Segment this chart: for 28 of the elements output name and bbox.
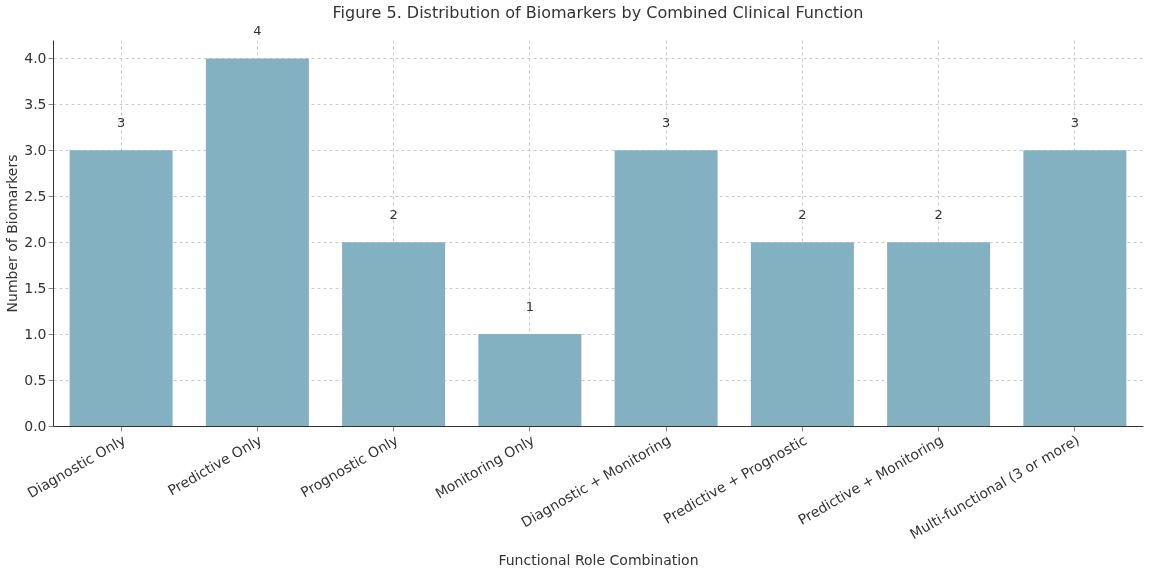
- data-label: 4: [253, 23, 262, 39]
- data-label: 2: [798, 207, 807, 223]
- data-label: 3: [116, 115, 126, 131]
- y-tick-label: 2.0: [24, 233, 47, 250]
- y-axis-title: Number of Biomarkers: [4, 154, 21, 313]
- bar: [887, 242, 991, 426]
- bar: [342, 242, 446, 426]
- y-tick-label: 2.5: [24, 187, 47, 204]
- data-label: 3: [1070, 115, 1080, 131]
- chart-title: Figure 5. Distribution of Biomarkers by Combined Clinical Function: [332, 3, 864, 23]
- y-tick-label: 3.5: [24, 95, 47, 112]
- bar: [69, 150, 173, 426]
- bar: [614, 150, 718, 426]
- data-label: 2: [389, 207, 398, 223]
- bar: [478, 334, 582, 426]
- data-label: 3: [661, 115, 671, 131]
- y-tick-label: 3.0: [24, 141, 47, 158]
- bar: [750, 242, 854, 426]
- bar: [1023, 150, 1127, 426]
- data-label: 2: [934, 207, 943, 223]
- y-tick-label: 0.0: [24, 417, 47, 434]
- y-tick-label: 1.5: [24, 279, 47, 296]
- y-tick-label: 0.5: [24, 371, 47, 388]
- data-label: 1: [525, 299, 535, 315]
- x-axis-title: Functional Role Combination: [498, 551, 699, 568]
- bar: [205, 58, 309, 426]
- y-tick-label: 1.0: [24, 325, 47, 342]
- y-tick-label: 4.0: [24, 49, 47, 66]
